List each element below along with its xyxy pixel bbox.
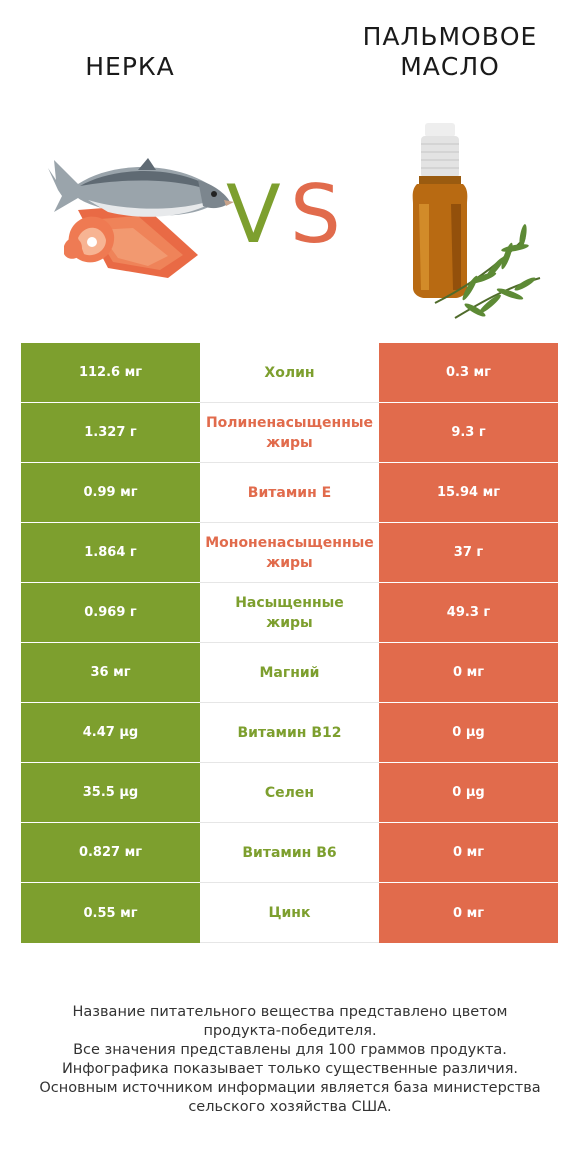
table-row: 36 мг Магний 0 мг — [21, 643, 558, 703]
right-product-title: ПАЛЬМОВОЕ МАСЛО — [340, 22, 560, 82]
footer-line: Инфографика показывает только существенн… — [61, 1061, 519, 1077]
nutrient-name-cell: Мононенасыщенные жиры — [205, 534, 374, 571]
table-row: 1.327 г Полиненасыщенные жиры 9.3 г — [21, 403, 558, 463]
nutrient-name-cell: Магний — [259, 664, 320, 681]
footer-line: Основным источником информации является … — [39, 1080, 541, 1096]
right-value-cell: 0 мг — [379, 823, 558, 882]
right-title-line-2: МАСЛО — [400, 52, 500, 81]
left-value-cell: 1.327 г — [21, 403, 200, 462]
nutrient-name-cell: Селен — [264, 784, 315, 801]
left-value-cell: 4.47 µg — [21, 703, 200, 762]
row-divider — [200, 762, 379, 763]
oil-bottle-illustration — [412, 123, 541, 319]
left-value-cell: 0.99 мг — [21, 463, 200, 522]
left-value-cell: 112.6 мг — [21, 343, 200, 402]
right-value-cell: 0.3 мг — [379, 343, 558, 402]
left-value-cell: 0.969 г — [21, 583, 200, 642]
row-divider — [200, 582, 379, 583]
footer-line: Название питательного вещества представл… — [72, 1004, 508, 1020]
footer-line: продукта-победителя. — [203, 1023, 377, 1039]
left-value-cell: 0.827 мг — [21, 823, 200, 882]
right-value-cell: 0 мг — [379, 883, 558, 943]
nutrient-name-cell: Витамин E — [247, 484, 332, 501]
table-row: 4.47 µg Витамин B12 0 µg — [21, 703, 558, 763]
table-row: 1.864 г Мононенасыщенные жиры 37 г — [21, 523, 558, 583]
table-row: 0.55 мг Цинк 0 мг — [21, 883, 558, 943]
nutrient-name-cell: Насыщенные жиры — [235, 594, 344, 631]
row-divider — [200, 522, 379, 523]
table-row: 0.99 мг Витамин E 15.94 мг — [21, 463, 558, 523]
left-value-cell: 0.55 мг — [21, 883, 200, 943]
right-value-cell: 0 мг — [379, 643, 558, 702]
left-value-cell: 1.864 г — [21, 523, 200, 582]
right-value-cell: 49.3 г — [379, 583, 558, 642]
salmon-illustration — [48, 158, 234, 278]
table-row: 0.969 г Насыщенные жиры 49.3 г — [21, 583, 558, 643]
footer-line: Все значения представлены для 100 граммо… — [73, 1042, 507, 1058]
vs-letter-s: S — [290, 168, 341, 261]
right-value-cell: 15.94 мг — [379, 463, 558, 522]
left-value-cell: 35.5 µg — [21, 763, 200, 822]
row-divider — [200, 942, 379, 943]
row-divider — [200, 702, 379, 703]
nutrient-comparison-table: 112.6 мг Холин 0.3 мг 1.327 г Полиненасыщенн… — [21, 343, 558, 943]
row-divider — [200, 462, 379, 463]
table-row: 0.827 мг Витамин B6 0 мг — [21, 823, 558, 883]
footer-line: сельского хозяйства США. — [188, 1099, 392, 1115]
right-value-cell: 37 г — [379, 523, 558, 582]
row-divider — [200, 822, 379, 823]
right-value-cell: 0 µg — [379, 703, 558, 762]
table-row: 35.5 µg Селен 0 µg — [21, 763, 558, 823]
footer-notes: Название питательного вещества представл… — [20, 1003, 560, 1117]
vs-letter-v: V — [226, 168, 281, 261]
left-product-title: НЕРКА — [85, 52, 175, 81]
nutrient-name-cell: Цинк — [268, 905, 311, 921]
right-value-cell: 0 µg — [379, 763, 558, 822]
row-divider — [200, 882, 379, 883]
row-divider — [200, 642, 379, 643]
nutrient-name-cell: Витамин B12 — [237, 724, 342, 741]
nutrient-name-cell: Полиненасыщенные жиры — [205, 414, 374, 451]
right-value-cell: 9.3 г — [379, 403, 558, 462]
right-title-line-1: ПАЛЬМОВОЕ — [362, 22, 538, 51]
row-divider — [200, 402, 379, 403]
nutrient-name-cell: Холин — [264, 364, 315, 381]
nutrient-name-cell: Витамин B6 — [242, 844, 337, 861]
left-value-cell: 36 мг — [21, 643, 200, 702]
table-row: 112.6 мг Холин 0.3 мг — [21, 343, 558, 403]
